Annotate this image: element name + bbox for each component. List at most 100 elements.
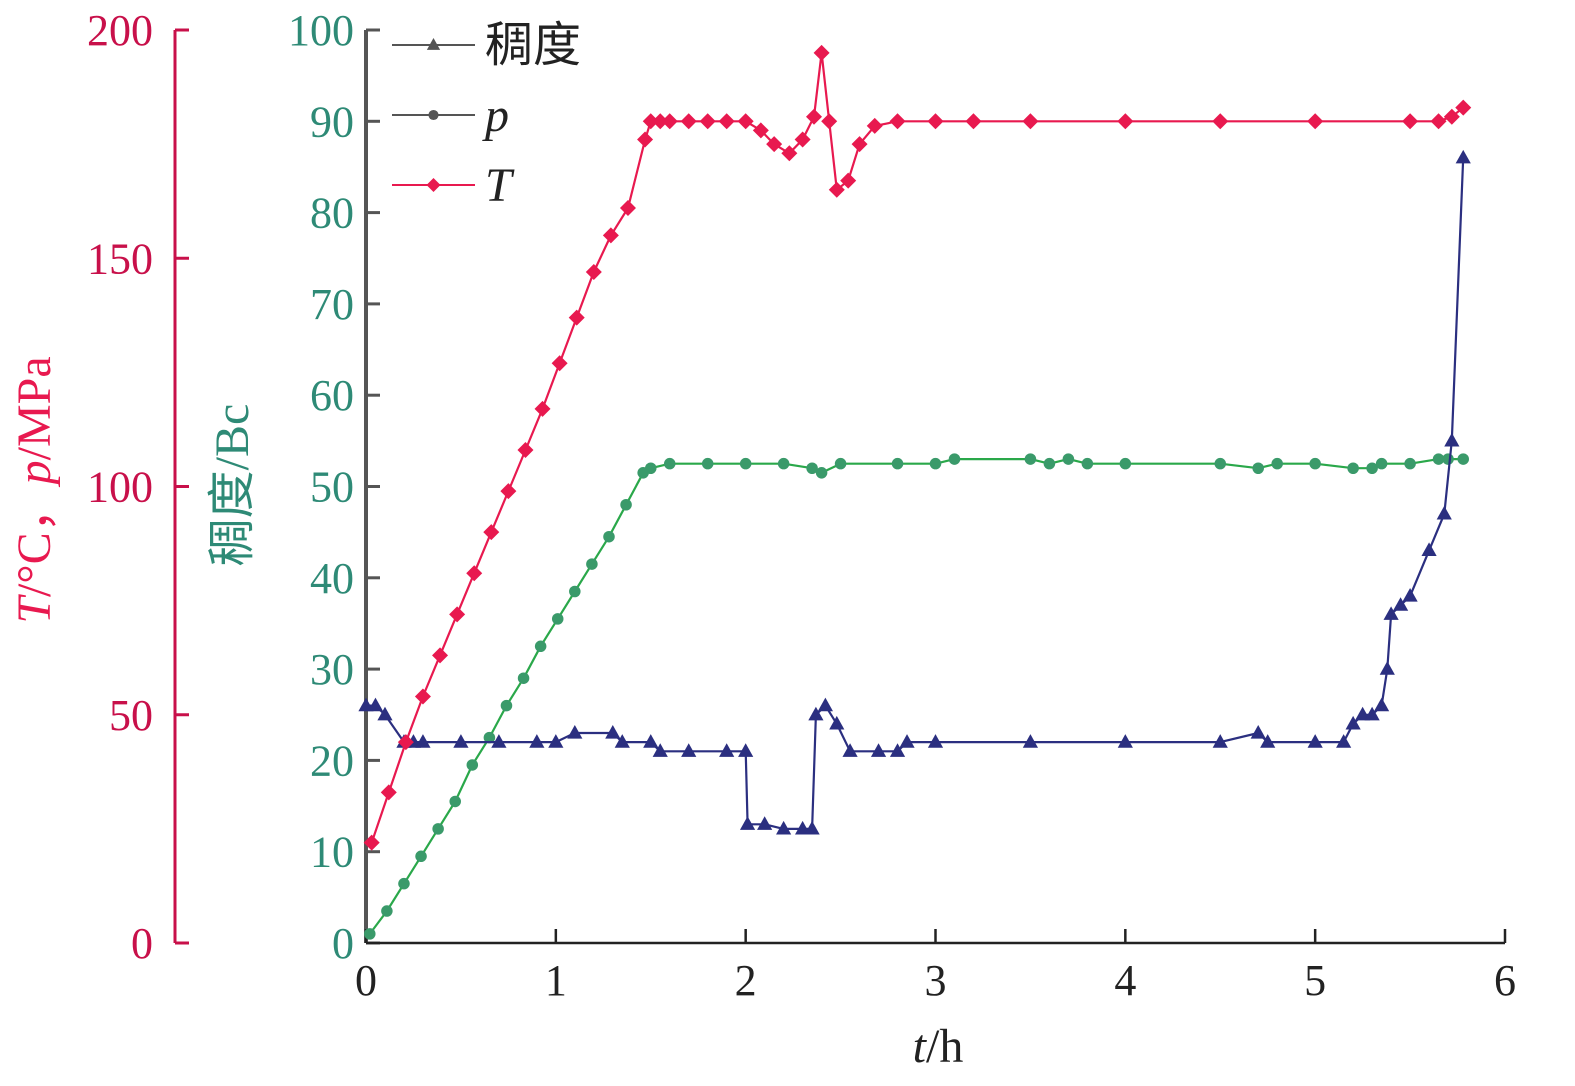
data-point <box>889 113 906 130</box>
data-point <box>1432 453 1445 465</box>
data-point <box>948 453 961 465</box>
data-point <box>605 725 621 739</box>
data-point <box>1062 453 1075 465</box>
data-point <box>1375 457 1388 470</box>
data-point <box>718 113 735 130</box>
data-point <box>415 734 431 748</box>
data-point <box>491 734 507 748</box>
data-point <box>643 734 659 748</box>
x-axis-tick-label: 4 <box>1114 956 1136 1005</box>
legend-item: p <box>392 89 509 142</box>
data-point <box>517 672 530 684</box>
data-point <box>965 113 982 130</box>
series-consistency <box>358 149 1471 835</box>
data-point <box>637 131 654 148</box>
data-point <box>719 743 735 757</box>
middle-axis-tick-label: 30 <box>310 645 354 694</box>
legend-label: T <box>485 159 515 212</box>
middle-axis-tick-label: 20 <box>310 736 354 785</box>
series-line <box>368 458 1464 935</box>
data-point <box>1022 734 1039 748</box>
data-point <box>517 441 534 458</box>
legend-item: 稠度 <box>392 19 581 72</box>
middle-axis-tick-label: 40 <box>310 554 354 603</box>
x-axis-tick-label: 2 <box>735 956 757 1005</box>
data-point <box>661 113 678 130</box>
data-point <box>1366 462 1378 474</box>
data-point <box>828 181 845 198</box>
data-point <box>1455 149 1471 164</box>
data-point <box>889 743 906 757</box>
data-point <box>652 743 668 757</box>
data-point <box>1081 457 1094 470</box>
legend-label: 稠度 <box>485 19 581 72</box>
data-point <box>1212 734 1228 748</box>
data-point <box>500 483 517 500</box>
data-point <box>483 524 500 541</box>
legend: 稠度 pT <box>392 19 581 212</box>
plot-area <box>358 44 1472 940</box>
data-point <box>1250 725 1266 739</box>
left-axis-title-p: p <box>8 460 61 487</box>
data-point <box>367 697 384 712</box>
data-point <box>776 820 792 835</box>
x-axis-title-t: t <box>913 1020 928 1073</box>
data-point <box>363 834 380 851</box>
legend-label: p <box>482 89 509 142</box>
data-point <box>644 462 657 474</box>
data-point <box>842 743 858 757</box>
data-point <box>1271 457 1283 470</box>
data-point <box>1347 462 1359 474</box>
data-point <box>1252 462 1264 474</box>
data-point <box>1117 113 1134 130</box>
data-point <box>1443 108 1460 125</box>
data-point <box>1364 706 1380 721</box>
data-point <box>817 697 833 712</box>
legend-item: T <box>392 159 515 212</box>
data-point <box>739 457 752 470</box>
data-point <box>1345 715 1361 730</box>
left-axis-tick-label: 200 <box>87 6 153 55</box>
series-line <box>366 157 1465 831</box>
data-point <box>1024 453 1037 465</box>
left-axis-title-p-unit: /MPa <box>8 356 61 460</box>
data-point <box>891 457 904 470</box>
middle-axis-tick-label: 60 <box>310 371 354 420</box>
middle-axis-tick-label: 70 <box>310 280 354 329</box>
data-point <box>1374 697 1390 712</box>
middle-axis-tick-label: 80 <box>310 189 354 238</box>
data-point <box>568 309 585 326</box>
x-axis: 0 1 2 3 4 5 6 <box>355 929 1516 1005</box>
data-point <box>1430 113 1447 130</box>
data-point <box>1022 113 1039 130</box>
x-axis-tick-label: 1 <box>545 956 567 1005</box>
data-point <box>1444 432 1460 447</box>
legend-marker <box>426 178 441 192</box>
data-point <box>781 145 798 162</box>
series-line <box>370 51 1464 843</box>
data-point <box>738 743 754 757</box>
data-point <box>815 467 828 479</box>
middle-axis-tick-label: 100 <box>288 6 354 55</box>
data-point <box>870 743 887 757</box>
data-point <box>777 457 790 470</box>
data-point <box>1119 457 1132 470</box>
left-axis-title-t: T <box>8 594 61 624</box>
left-axis: 0 50 100 150 200 <box>87 6 189 968</box>
middle-axis-tick-label: 0 <box>332 919 354 968</box>
data-point <box>737 113 754 130</box>
left-axis-tick-label: 150 <box>87 234 153 283</box>
data-point <box>432 647 449 664</box>
left-axis-tick-label: 0 <box>131 919 153 968</box>
data-point <box>415 850 427 863</box>
data-point <box>804 820 820 835</box>
data-point <box>1379 661 1395 675</box>
data-point <box>929 457 942 470</box>
data-point <box>1421 542 1437 557</box>
data-point <box>500 699 513 712</box>
data-point <box>1307 734 1323 748</box>
data-point <box>757 816 773 830</box>
data-point <box>840 172 857 189</box>
x-axis-tick-label: 0 <box>355 956 377 1005</box>
data-point <box>1442 453 1454 465</box>
